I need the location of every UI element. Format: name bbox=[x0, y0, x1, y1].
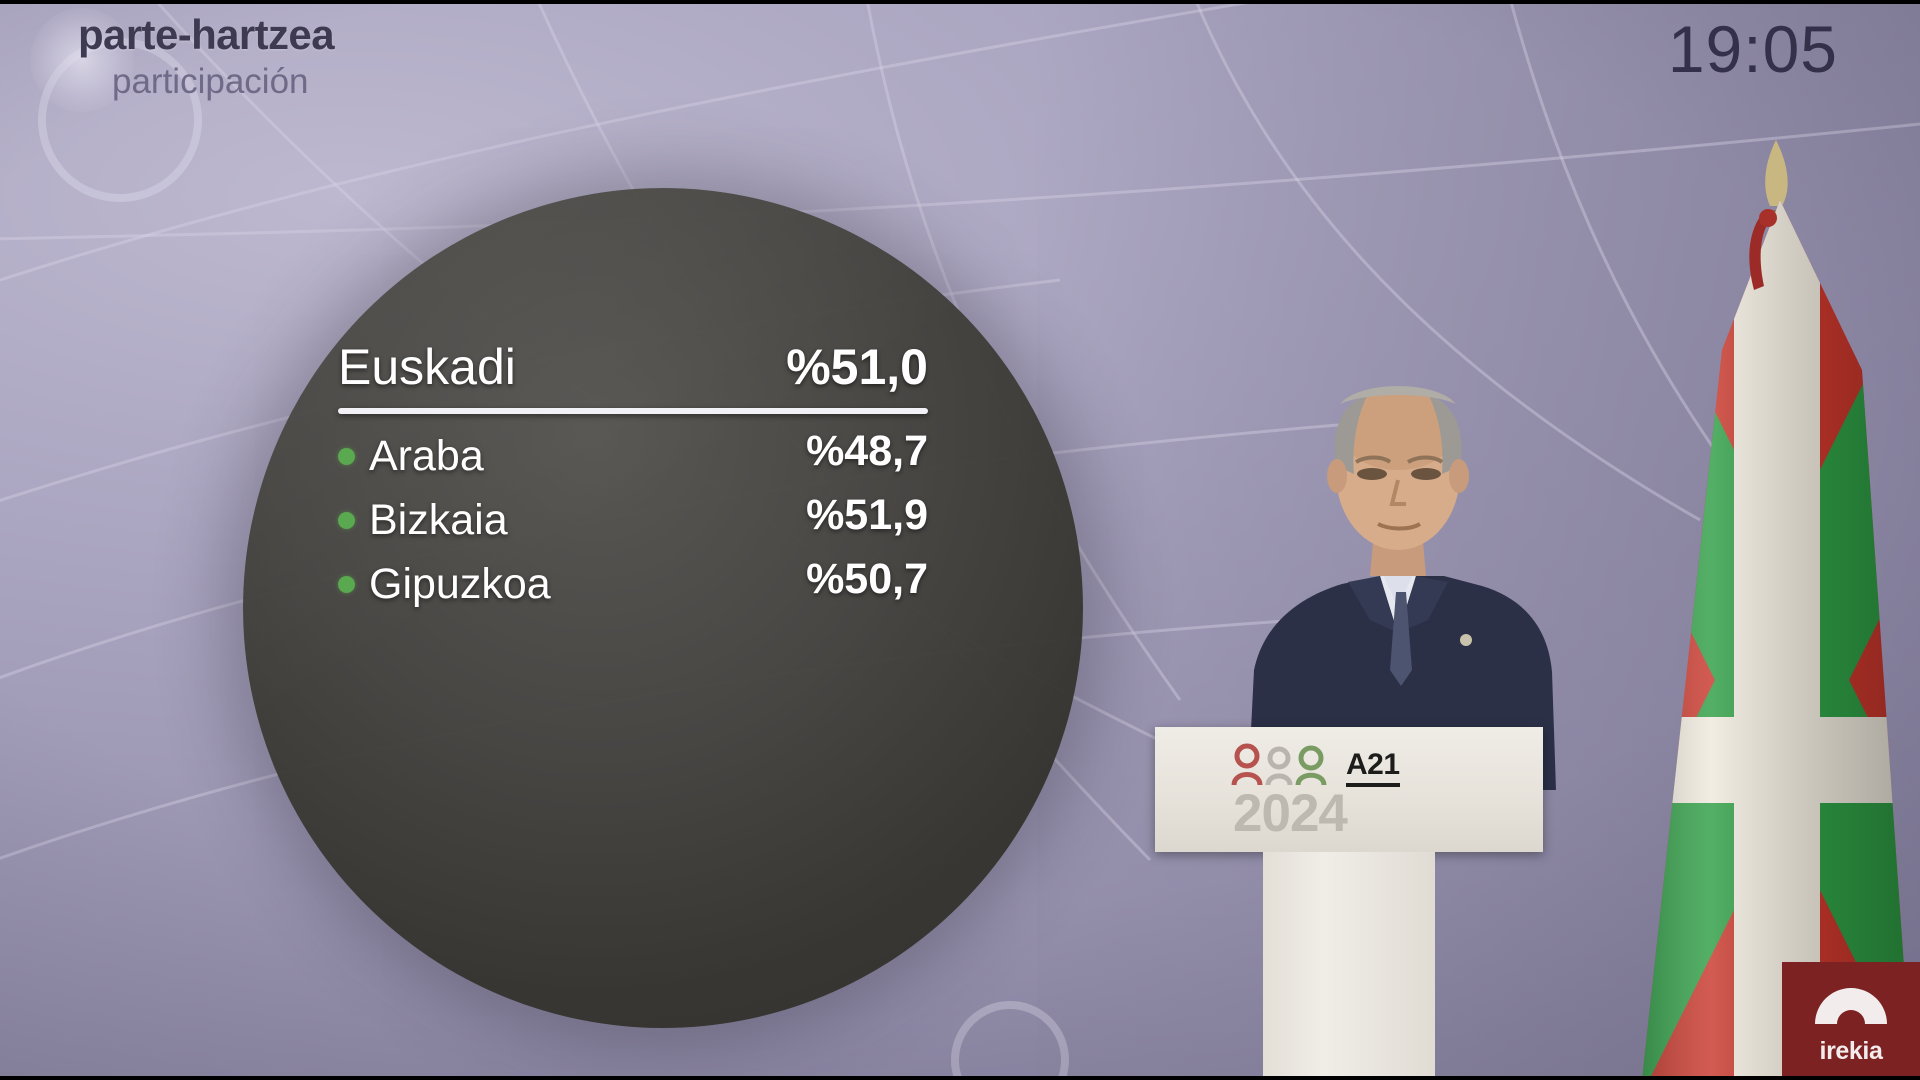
lectern-year: 2024 bbox=[1233, 784, 1348, 843]
title-basque: parte-hartzea bbox=[78, 11, 335, 58]
letterbox-top bbox=[0, 0, 1920, 4]
letterbox-bottom bbox=[0, 1076, 1920, 1080]
row-value: %48,7 bbox=[806, 427, 928, 475]
row-label: Gipuzkoa bbox=[369, 560, 551, 609]
row-value: %50,7 bbox=[806, 555, 928, 604]
clock-display: 19:05 bbox=[1667, 12, 1838, 86]
table-row: Araba %48,7 bbox=[338, 427, 928, 480]
table-row: Bizkaia %51,9 bbox=[338, 491, 928, 545]
row-label-wrap: Araba bbox=[338, 431, 484, 480]
title-spanish: participación bbox=[112, 62, 309, 101]
basque-flag bbox=[1642, 140, 1912, 1080]
people-group-icon bbox=[1231, 743, 1327, 786]
row-value: %51,9 bbox=[806, 491, 928, 540]
row-label-wrap: Bizkaia bbox=[338, 496, 508, 545]
legend-dot-icon bbox=[338, 448, 355, 465]
lectern-column bbox=[1263, 852, 1435, 1080]
legend-dot-icon bbox=[338, 576, 355, 594]
row-label: Bizkaia bbox=[369, 496, 508, 545]
total-value: %51,0 bbox=[786, 339, 928, 395]
lectern-panel: A21 2024 bbox=[1155, 727, 1543, 852]
table-row: Gipuzkoa %50,7 bbox=[338, 556, 928, 608]
a21-logo: A21 bbox=[1229, 743, 1400, 787]
irekia-label: irekia bbox=[1819, 1037, 1883, 1065]
irekia-logo-icon bbox=[1815, 988, 1887, 1024]
row-label-wrap: Gipuzkoa bbox=[338, 560, 551, 609]
row-label: Araba bbox=[369, 431, 484, 480]
a21-label: A21 bbox=[1346, 750, 1400, 787]
irekia-watermark: irekia bbox=[1782, 962, 1920, 1080]
results-table: Euskadi %51,0 Araba %48,7 Bizkaia %51,9 … bbox=[338, 340, 928, 620]
lectern: A21 2024 bbox=[1155, 727, 1543, 1080]
results-sphere-panel bbox=[243, 188, 1083, 1028]
total-label-wrap: Euskadi bbox=[338, 340, 516, 394]
table-divider bbox=[338, 408, 928, 414]
legend-dot-icon bbox=[338, 512, 355, 530]
sphere-sheen bbox=[243, 188, 1083, 1028]
page-title: parte-hartzea participación bbox=[30, 8, 335, 112]
table-row-total: Euskadi %51,0 bbox=[338, 340, 928, 400]
total-label: Euskadi bbox=[338, 339, 516, 395]
